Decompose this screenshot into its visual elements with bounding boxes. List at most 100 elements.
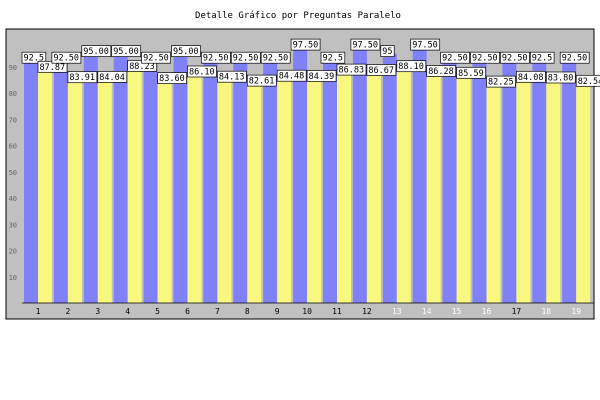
data-label-s1-19: 92.50	[562, 54, 588, 64]
data-label-box-s1-18	[529, 51, 555, 64]
data-label-s1-6: 95.00	[173, 47, 199, 57]
chart-title: Detalle Gráfico por Preguntas Paralelo	[195, 11, 401, 21]
data-label-s1-15: 92.50	[442, 54, 468, 64]
data-label-box-s1-14	[410, 38, 441, 51]
x-tick-label-13: 13	[392, 307, 402, 316]
bar-s2-6	[187, 77, 202, 303]
data-label-box-s1-7	[201, 51, 231, 64]
data-label-s2-15: 85.59	[458, 69, 484, 79]
data-label-s2-12: 86.67	[368, 66, 394, 76]
data-label-box-s2-13	[396, 60, 427, 73]
bar-s1-18	[532, 60, 547, 304]
data-label-s2-8: 82.61	[249, 77, 275, 87]
x-tick-label-8: 8	[245, 307, 250, 316]
data-label-box-s2-3	[97, 71, 128, 83]
y-tick-label-10: 10	[9, 274, 17, 282]
x-tick-label-16: 16	[482, 307, 492, 316]
y-tick-label-80: 80	[9, 90, 17, 98]
data-label-s1-10: 97.50	[293, 41, 319, 51]
data-label-s1-12: 97.50	[352, 41, 378, 51]
bar-s1-10	[293, 47, 308, 303]
data-label-s2-16: 82.25	[488, 78, 514, 88]
bar-s2-8	[247, 86, 262, 303]
data-label-s2-17: 84.08	[518, 73, 544, 83]
data-label-s2-7: 84.13	[219, 73, 245, 83]
data-label-box-s2-10	[306, 70, 337, 82]
x-tick-label-1: 1	[36, 307, 41, 316]
bar-s2-12	[366, 75, 381, 303]
bar-s1-1	[24, 60, 38, 304]
data-label-s2-5: 83.60	[159, 74, 185, 84]
data-label-box-s1-8	[230, 51, 261, 64]
data-label-s1-14: 97.50	[412, 41, 438, 51]
bar-s1-14	[412, 47, 427, 303]
data-label-box-s1-5	[141, 51, 171, 64]
data-label-box-s2-7	[217, 70, 247, 83]
bar-s1-11	[323, 60, 337, 304]
data-label-box-s2-5	[157, 72, 187, 84]
bar-s2-5	[157, 83, 172, 303]
bar-s2-2	[67, 82, 82, 303]
data-label-s2-9: 84.48	[279, 72, 305, 82]
data-label-s1-18: 92.5	[532, 54, 552, 64]
bar-s1-9	[263, 60, 278, 304]
x-tick-label-12: 12	[362, 307, 372, 316]
x-tick-label-9: 9	[275, 307, 280, 316]
y-tick-label-20: 20	[9, 248, 17, 256]
data-label-s1-11: 92.5	[323, 54, 343, 64]
bar-s2-3	[97, 82, 112, 304]
bar-s2-13	[396, 71, 411, 303]
data-label-s2-6: 86.10	[189, 68, 215, 78]
x-tick-label-17: 17	[512, 307, 522, 316]
bar-s1-2	[53, 60, 68, 304]
bar-s2-16	[486, 87, 501, 303]
x-tick-label-6: 6	[185, 307, 190, 316]
data-label-s2-10: 84.39	[309, 72, 335, 82]
bar-s1-13	[382, 53, 397, 303]
data-label-box-s1-17	[500, 51, 530, 64]
bar-s2-10	[307, 81, 322, 303]
bar-s2-15	[456, 78, 471, 303]
data-label-box-s2-8	[246, 74, 277, 87]
data-label-s2-13: 88.10	[398, 62, 424, 72]
data-label-box-s1-13	[380, 45, 395, 57]
x-tick-label-18: 18	[541, 307, 551, 316]
data-label-box-s2-6	[187, 65, 217, 78]
x-tick-label-14: 14	[422, 307, 432, 316]
data-label-box-s1-15	[440, 51, 470, 64]
x-tick-label-2: 2	[65, 307, 70, 316]
data-label-s1-3: 95.00	[83, 47, 109, 57]
data-label-box-s2-2	[67, 71, 98, 84]
data-label-box-s1-12	[350, 38, 381, 51]
y-tick-label-50: 50	[9, 169, 17, 177]
data-label-box-s2-16	[486, 75, 516, 88]
data-label-s1-16: 92.50	[472, 54, 498, 64]
bar-s2-1	[38, 72, 52, 303]
y-tick-label-30: 30	[9, 221, 17, 229]
bar-s2-7	[217, 82, 232, 303]
data-label-s1-8: 92.50	[233, 54, 259, 64]
x-tick-label-5: 5	[155, 307, 160, 316]
bar-s2-19	[576, 86, 591, 303]
data-label-s2-4: 88.23	[129, 62, 155, 72]
bar-s1-15	[442, 60, 457, 304]
data-label-box-s2-14	[426, 65, 457, 77]
data-label-box-s1-3	[81, 45, 112, 57]
data-label-box-s1-16	[470, 51, 500, 64]
bar-s1-16	[472, 60, 487, 304]
bars-layer	[24, 47, 591, 304]
bar-s1-17	[502, 60, 517, 304]
data-label-s2-18: 83.80	[548, 74, 574, 84]
x-tick-label-7: 7	[215, 307, 220, 316]
data-label-box-s1-9	[260, 51, 291, 64]
x-tick-label-11: 11	[332, 307, 342, 316]
data-label-box-s2-19	[575, 74, 600, 87]
data-label-s2-19: 82.54	[578, 77, 600, 87]
bar-s2-4	[127, 71, 142, 304]
bar-s2-11	[337, 75, 351, 303]
data-label-s1-9: 92.50	[263, 54, 289, 64]
y-tick-label-90: 90	[9, 64, 17, 72]
bar-s2-18	[546, 83, 561, 303]
x-tick-label-10: 10	[302, 307, 312, 316]
bar-s2-9	[277, 81, 292, 303]
